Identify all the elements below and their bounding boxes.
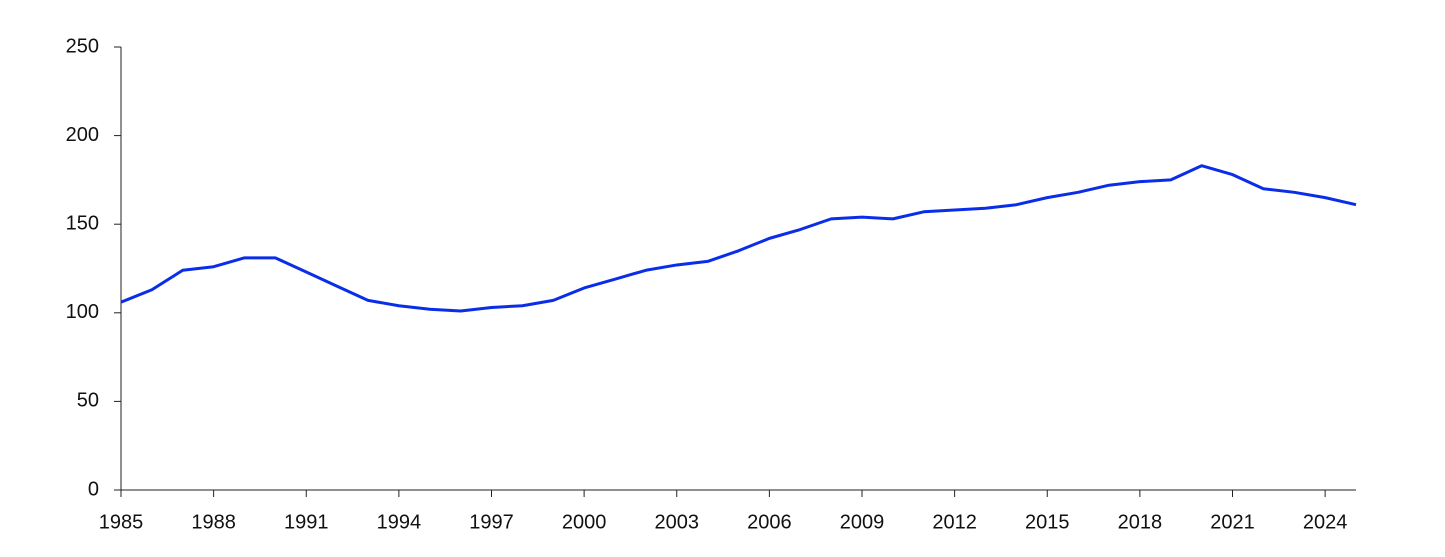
x-tick-label: 2009 xyxy=(840,511,885,533)
x-tick-label: 1994 xyxy=(377,511,422,533)
x-tick-label: 2018 xyxy=(1118,511,1163,533)
x-tick-label: 1985 xyxy=(99,511,144,533)
y-tick-label: 50 xyxy=(77,390,99,412)
x-tick-label: 1988 xyxy=(191,511,236,533)
x-tick-label: 1997 xyxy=(469,511,514,533)
y-tick-label: 100 xyxy=(66,301,99,323)
x-tick-label: 2003 xyxy=(655,511,700,533)
y-tick-label: 250 xyxy=(66,35,99,57)
x-tick-label: 2000 xyxy=(562,511,607,533)
x-tick-label: 2015 xyxy=(1025,511,1070,533)
y-tick-label: 150 xyxy=(66,212,99,234)
x-tick-label: 2012 xyxy=(932,511,977,533)
x-tick-label: 2024 xyxy=(1303,511,1348,533)
y-tick-label: 0 xyxy=(88,478,99,500)
y-tick-label: 200 xyxy=(66,124,99,146)
x-tick-label: 2021 xyxy=(1210,511,1255,533)
x-tick-label: 1991 xyxy=(284,511,329,533)
series-line xyxy=(120,164,1357,313)
x-tick-label: 2006 xyxy=(747,511,792,533)
